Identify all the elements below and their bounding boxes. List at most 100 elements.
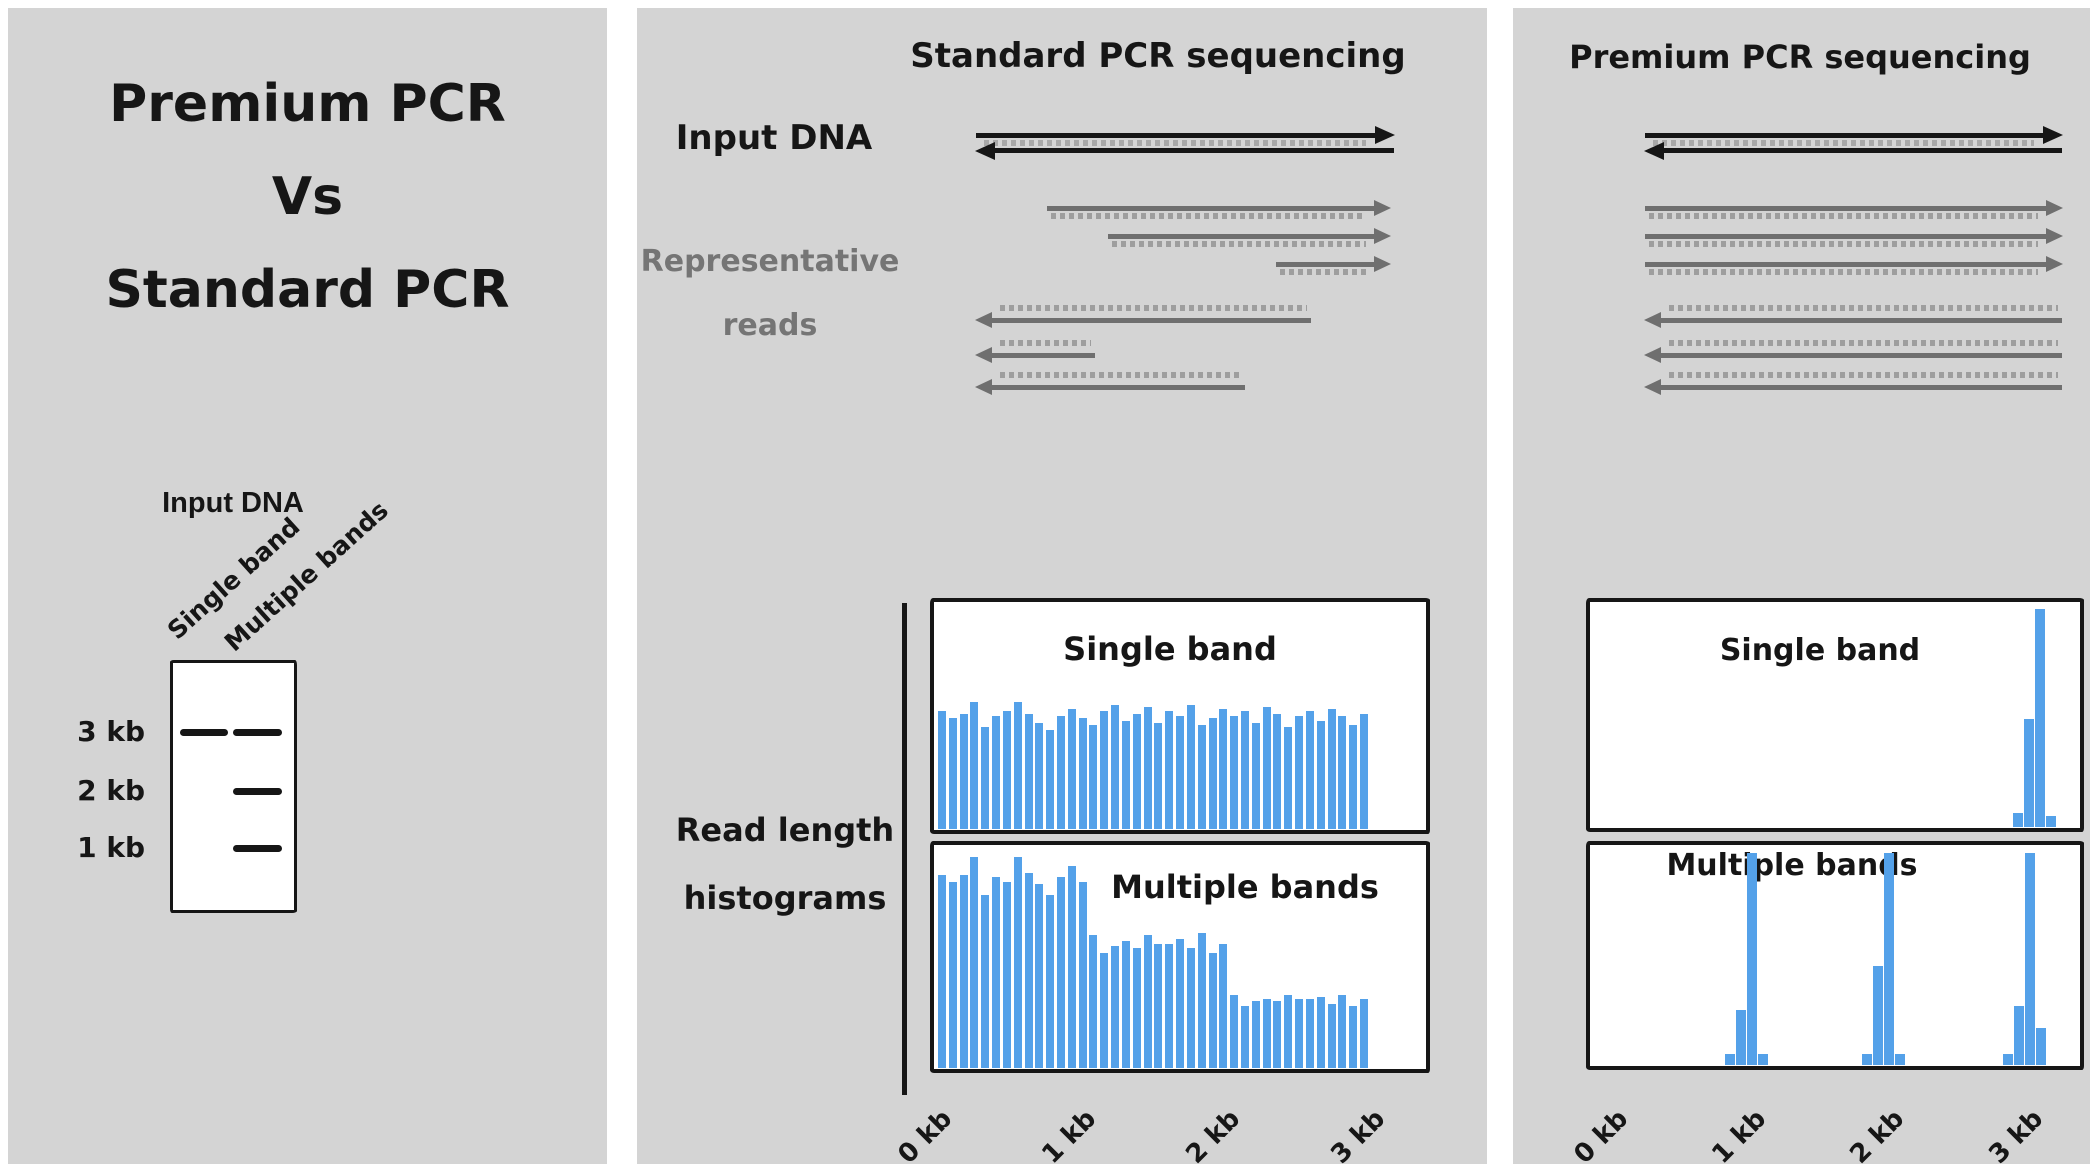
dna-bottom-shaft — [1664, 148, 2062, 153]
main-title: Premium PCR Vs Standard PCR — [8, 58, 607, 337]
hist-bar-standard-multiple-38 — [1349, 1006, 1357, 1068]
read-hatch — [1000, 305, 1307, 311]
dna-top-shaft — [1645, 133, 2043, 138]
representative-reads-line2: reads — [722, 308, 818, 343]
read-length-histograms-line2: histograms — [683, 879, 887, 917]
forward-read-standard-3 — [1276, 256, 1391, 280]
hist-bar-standard-multiple-17 — [1122, 941, 1130, 1068]
hist-bar-standard-multiple-35 — [1317, 997, 1325, 1068]
histogram-box-premium-single — [1586, 598, 2084, 832]
main-title-line1: Premium PCR — [109, 74, 506, 134]
read-hatch — [1649, 213, 2038, 219]
hist-bar-standard-single-12 — [1068, 709, 1076, 829]
gel-marker-3kb: 3 kb — [77, 715, 145, 748]
hist-bar-standard-multiple-24 — [1198, 933, 1206, 1068]
hist-bar-standard-single-29 — [1252, 723, 1260, 829]
hist-bar-standard-multiple-31 — [1273, 1001, 1281, 1068]
read-shaft — [1047, 206, 1375, 211]
read-hatch — [1649, 269, 2038, 275]
read-arrowhead-left — [1644, 347, 1661, 363]
read-arrowhead-right — [2046, 200, 2063, 216]
read-arrowhead-left — [975, 347, 992, 363]
hist-bar-standard-single-34 — [1306, 711, 1314, 829]
hist-bar-standard-single-13 — [1079, 718, 1087, 829]
premium-pcr-title: Premium PCR sequencing — [1569, 38, 2031, 76]
hist-bar-standard-single-28 — [1241, 711, 1249, 829]
hist-bar-standard-single-18 — [1133, 714, 1141, 829]
hist-bar-standard-multiple-4 — [981, 895, 989, 1068]
read-hatch — [1669, 340, 2058, 346]
gel-marker-2kb: 2 kb — [77, 774, 145, 807]
read-length-histograms-line1: Read length — [675, 811, 895, 849]
main-title-line2: Vs — [271, 167, 344, 227]
hist-bar-standard-single-11 — [1057, 716, 1065, 829]
hist-bar-standard-multiple-39 — [1360, 999, 1368, 1068]
hist-bar-standard-single-10 — [1046, 730, 1054, 829]
forward-read-premium-3 — [1645, 256, 2063, 280]
hist-bar-standard-multiple-37 — [1338, 995, 1346, 1068]
read-shaft — [991, 353, 1095, 358]
hist-bar-standard-multiple-12 — [1068, 866, 1076, 1068]
gel-band-3kb — [233, 729, 282, 736]
hist-bar-standard-single-39 — [1360, 714, 1368, 829]
read-arrowhead-right — [1374, 228, 1391, 244]
hist-bar-standard-single-26 — [1219, 709, 1227, 829]
hist-bar-standard-single-35 — [1317, 721, 1325, 829]
reverse-read-standard-2 — [975, 340, 1095, 364]
histogram-title-standard-single: Single band — [1063, 630, 1277, 668]
read-arrowhead-left — [975, 379, 992, 395]
read-shaft — [1276, 262, 1375, 267]
hist-bar-standard-multiple-27 — [1230, 995, 1238, 1068]
hist-bar-standard-multiple-1 — [949, 882, 957, 1068]
input-dna-arrows-standard — [975, 126, 1395, 160]
hist-bar-standard-multiple-25 — [1209, 953, 1217, 1068]
hist-bar-standard-multiple-28 — [1241, 1006, 1249, 1068]
hist-bar-standard-single-33 — [1295, 716, 1303, 829]
hist-bar-standard-multiple-16 — [1111, 946, 1119, 1068]
read-shaft — [1660, 385, 2062, 390]
histogram-box-premium-multiple — [1586, 841, 2084, 1070]
standard-pcr-title: Standard PCR sequencing — [910, 36, 1406, 76]
read-shaft — [1645, 234, 2047, 239]
hist-bar-standard-single-19 — [1144, 707, 1152, 829]
hist-bar-standard-single-3 — [970, 702, 978, 829]
hist-bar-standard-single-6 — [1003, 711, 1011, 829]
histogram-y-axis-line — [902, 603, 907, 1095]
hist-bar-standard-multiple-13 — [1079, 882, 1087, 1068]
hist-bar-standard-multiple-30 — [1263, 999, 1271, 1068]
hist-bar-standard-single-31 — [1273, 714, 1281, 829]
panel-left-comparison — [8, 8, 607, 1164]
gel-band-2kb — [233, 788, 282, 795]
hist-bar-standard-single-0 — [938, 711, 946, 829]
hist-bar-standard-single-23 — [1187, 705, 1195, 829]
representative-reads-label: Representative reads — [640, 230, 900, 358]
hist-bar-premium-multiple-4 — [1862, 1054, 1872, 1065]
reverse-read-standard-1 — [975, 305, 1311, 329]
read-hatch — [1112, 241, 1366, 247]
hist-bar-premium-single-2 — [2035, 609, 2045, 827]
read-shaft — [991, 318, 1311, 323]
hist-bar-standard-multiple-8 — [1025, 873, 1033, 1068]
read-shaft — [1660, 318, 2062, 323]
hist-bar-standard-single-37 — [1338, 716, 1346, 829]
read-shaft — [991, 385, 1245, 390]
gel-band-1kb — [233, 845, 282, 852]
hist-bar-standard-multiple-15 — [1100, 953, 1108, 1068]
hist-bar-standard-single-20 — [1154, 723, 1162, 829]
gel-title: Input DNA — [162, 487, 304, 519]
histogram-title-standard-multiple: Multiple bands — [1111, 868, 1379, 906]
read-shaft — [1645, 262, 2047, 267]
hist-bar-standard-multiple-6 — [1003, 882, 1011, 1068]
hist-bar-premium-multiple-0 — [1725, 1054, 1735, 1065]
hist-bar-standard-multiple-22 — [1176, 939, 1184, 1068]
hist-bar-standard-multiple-14 — [1089, 935, 1097, 1068]
histogram-title-premium-multiple: Multiple bands — [1666, 848, 1918, 883]
hist-bar-standard-single-32 — [1284, 727, 1292, 829]
hist-bar-standard-multiple-19 — [1144, 935, 1152, 1068]
hist-bar-premium-multiple-3 — [1758, 1054, 1768, 1065]
hist-bar-standard-single-2 — [960, 714, 968, 829]
hist-bar-standard-single-21 — [1165, 711, 1173, 829]
read-arrowhead-left — [975, 312, 992, 328]
read-hatch — [1000, 372, 1241, 378]
gel-box — [170, 660, 297, 913]
